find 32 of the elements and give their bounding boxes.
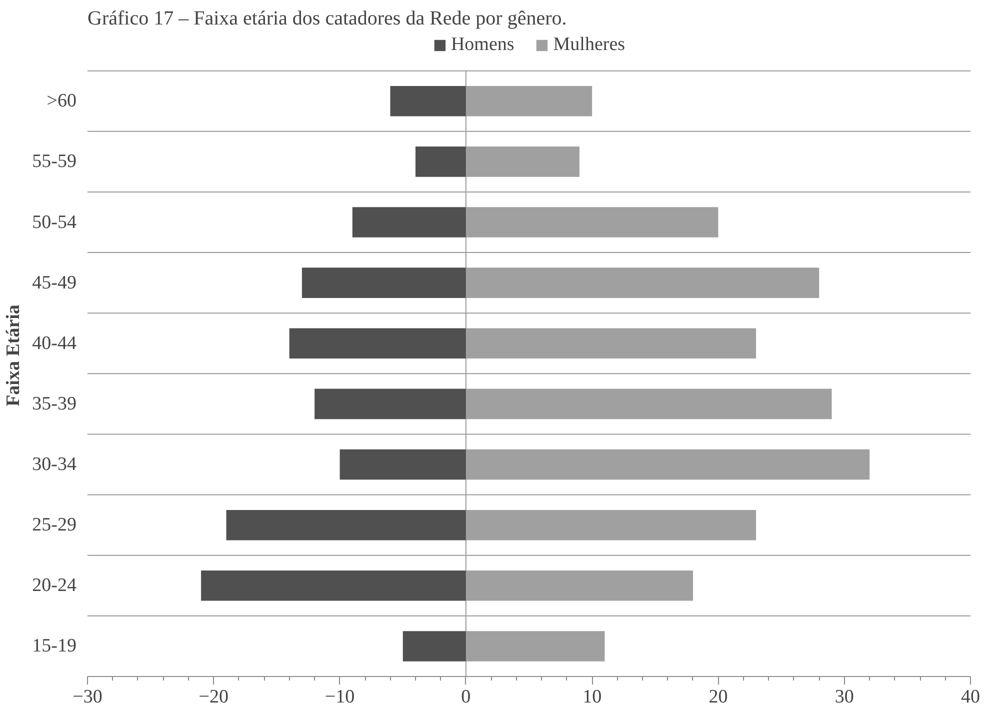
y-tick-label: 50-54 — [32, 212, 77, 233]
y-tick-label: 45-49 — [32, 272, 76, 294]
y-tick-label: 55-59 — [32, 151, 76, 172]
x-tick-label: −30 — [72, 686, 102, 708]
y-axis-title: Faixa Etária — [3, 304, 24, 406]
x-tick-label: 40 — [961, 686, 980, 708]
x-tick-label: −10 — [324, 686, 355, 708]
x-tick-label: 30 — [834, 686, 854, 708]
bar — [415, 146, 466, 177]
bar — [289, 328, 466, 359]
y-tick-label: 15-19 — [32, 636, 76, 657]
legend-label: Mulheres — [553, 34, 626, 56]
bar — [390, 86, 466, 116]
bar — [302, 268, 466, 298]
bar — [314, 388, 466, 420]
bar — [402, 631, 466, 662]
y-tick-label: 35-39 — [32, 393, 76, 414]
x-tick-label: 10 — [582, 686, 602, 708]
x-tick-label: 0 — [461, 686, 471, 708]
x-tick-label: 20 — [708, 686, 728, 708]
legend-label: Homens — [450, 34, 514, 56]
bar — [340, 449, 466, 480]
y-tick-label: 30-34 — [32, 454, 77, 476]
chart-title: Gráfico 17 – Faixa etária dos catadores da Rede por gênero. — [88, 8, 567, 30]
x-tick-label: −20 — [198, 686, 229, 708]
bar — [201, 570, 466, 601]
y-tick-label: >60 — [46, 90, 77, 112]
y-tick-label: 20-24 — [32, 575, 77, 596]
bar — [352, 207, 466, 238]
y-tick-label: 40-44 — [32, 332, 77, 354]
bar — [226, 510, 466, 540]
y-tick-label: 25-29 — [32, 514, 76, 536]
